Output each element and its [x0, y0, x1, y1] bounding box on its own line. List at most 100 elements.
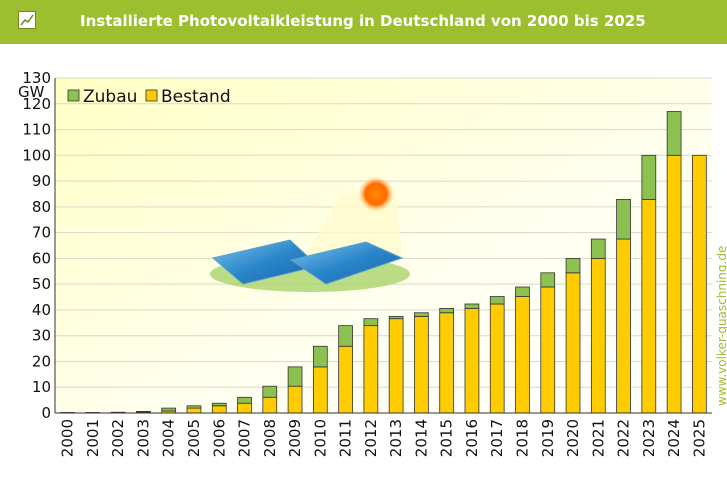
- gridlines: [55, 77, 712, 388]
- page-title: Installierte Photovoltaikleistung in Deu…: [80, 12, 646, 30]
- y-tick-label: 100: [22, 146, 51, 164]
- y-tick-label: 120: [22, 95, 51, 113]
- y-tick-label: 130: [22, 69, 51, 87]
- x-tick-label: 2017: [488, 419, 506, 457]
- x-tick-label: 2000: [59, 419, 77, 457]
- bar-bestand-2012: [363, 325, 379, 414]
- bar-bestand-2018: [515, 296, 530, 414]
- y-tick-label: 110: [22, 121, 51, 139]
- x-tick-label: 2020: [564, 419, 582, 457]
- bar-zubau-2017: [489, 296, 505, 305]
- bar-zubau-2012: [363, 318, 379, 327]
- bar-bestand-2021: [590, 257, 606, 414]
- x-tick-label: 2013: [387, 419, 405, 457]
- bar-bestand-2006: [211, 405, 227, 414]
- legend-label-zubau: Zubau: [83, 87, 137, 107]
- bar-bestand-2016: [464, 307, 480, 414]
- bar-zubau-2014: [414, 312, 429, 317]
- y-tick-label: 60: [32, 249, 51, 267]
- x-tick-label: 2007: [236, 419, 254, 457]
- bar-bestand-2010: [312, 366, 328, 414]
- legend-swatch-zubau: [67, 89, 80, 102]
- pv-capacity-chart: 0 10 20 30 40 50 60 70 80 90 100 110 120 130 2000 2001…: [18, 69, 727, 457]
- bar-zubau-2008: [262, 385, 278, 398]
- bar-zubau-2019: [540, 272, 556, 288]
- bar-bestand-2013: [388, 318, 404, 414]
- x-tick-label: 2014: [412, 419, 430, 457]
- bar-zubau-2023: [641, 154, 657, 200]
- bar-bestand-2025: [692, 154, 707, 414]
- x-tick-label: 2009: [286, 419, 304, 457]
- x-tick-label: 2018: [513, 419, 531, 457]
- y-axis-label: GW: [18, 83, 45, 101]
- bar-bestand-2022: [616, 238, 631, 414]
- bar-zubau-2020: [565, 257, 581, 274]
- x-tick-label: 2024: [665, 419, 683, 457]
- x-tick-label: 2025: [690, 419, 708, 457]
- y-tick-label: 50: [32, 275, 51, 293]
- solar-panel-illustration: [210, 176, 410, 292]
- x-tick-label: 2004: [160, 419, 178, 457]
- bar-zubau-2011: [338, 325, 353, 347]
- x-tick-label: 2003: [134, 419, 152, 457]
- y-tick-label: 10: [32, 378, 51, 396]
- x-tick-label: 2011: [337, 419, 355, 457]
- header-bar: Installierte Photovoltaikleistung in Deu…: [0, 0, 727, 44]
- bar-zubau-2013: [388, 315, 404, 320]
- y-tick-label: 70: [32, 224, 51, 242]
- y-tick-label: 30: [32, 327, 51, 345]
- x-tick-label: 2008: [261, 419, 279, 457]
- y-tick-label: 80: [32, 198, 51, 216]
- x-tick-label: 2001: [84, 419, 102, 457]
- bar-zubau-2021: [590, 238, 606, 259]
- x-tick-label: 2021: [589, 419, 607, 457]
- line-chart-icon: [18, 11, 36, 29]
- x-tick-label: 2002: [109, 419, 127, 457]
- legend-swatch-bestand: [145, 89, 158, 102]
- bar-bestand-2015: [439, 312, 455, 414]
- bar-zubau-2010: [312, 345, 328, 368]
- y-axis: 0 10 20 30 40 50 60 70 80 90 100 110 120 130: [22, 69, 51, 422]
- bar-zubau-2003: [136, 411, 151, 413]
- x-tick-label: 2019: [539, 419, 557, 457]
- x-tick-label: 2015: [438, 419, 456, 457]
- x-tick-label: 2005: [185, 419, 203, 457]
- legend: Zubau Bestand: [67, 87, 231, 107]
- y-tick-label: 90: [32, 172, 51, 190]
- bar-zubau-2007: [237, 396, 252, 404]
- x-tick-label: 2006: [210, 419, 228, 457]
- bar-series: [60, 111, 707, 414]
- bar-zubau-2018: [515, 286, 530, 297]
- bar-bestand-2009: [287, 385, 303, 414]
- bar-zubau-2016: [464, 303, 480, 309]
- bar-bestand-2024: [666, 154, 682, 414]
- bar-zubau-2005: [186, 405, 202, 409]
- bar-zubau-2009: [287, 366, 303, 387]
- x-tick-label: 2016: [463, 419, 481, 457]
- bar-bestand-2020: [565, 272, 581, 414]
- legend-label-bestand: Bestand: [161, 87, 231, 107]
- x-tick-label: 2023: [640, 419, 658, 457]
- bar-bestand-2008: [262, 396, 278, 414]
- x-tick-label: 2010: [311, 419, 329, 457]
- x-tick-label: 2022: [615, 419, 633, 457]
- watermark: www.volker-quaschning.de: [715, 246, 727, 406]
- bar-zubau-2015: [439, 307, 455, 314]
- bar-bestand-2019: [540, 286, 556, 414]
- y-tick-label: 40: [32, 301, 51, 319]
- bar-bestand-2017: [489, 303, 505, 414]
- sun-icon: [358, 176, 394, 212]
- x-tick-label: 2012: [362, 419, 380, 457]
- bar-zubau-2024: [666, 111, 682, 156]
- x-axis: 2000 2001 2002 2003 2004 2005 2006 2007 2008 2009…: [59, 419, 709, 457]
- bar-bestand-2014: [414, 315, 429, 414]
- bar-zubau-2022: [616, 198, 631, 240]
- y-tick-label: 20: [32, 352, 51, 370]
- y-tick-label: 0: [41, 404, 51, 422]
- bar-bestand-2007: [237, 402, 252, 414]
- bar-bestand-2005: [186, 407, 202, 414]
- bar-zubau-2006: [211, 402, 227, 407]
- bar-bestand-2023: [641, 198, 657, 414]
- bar-zubau-2004: [161, 407, 177, 412]
- bar-bestand-2011: [338, 345, 353, 414]
